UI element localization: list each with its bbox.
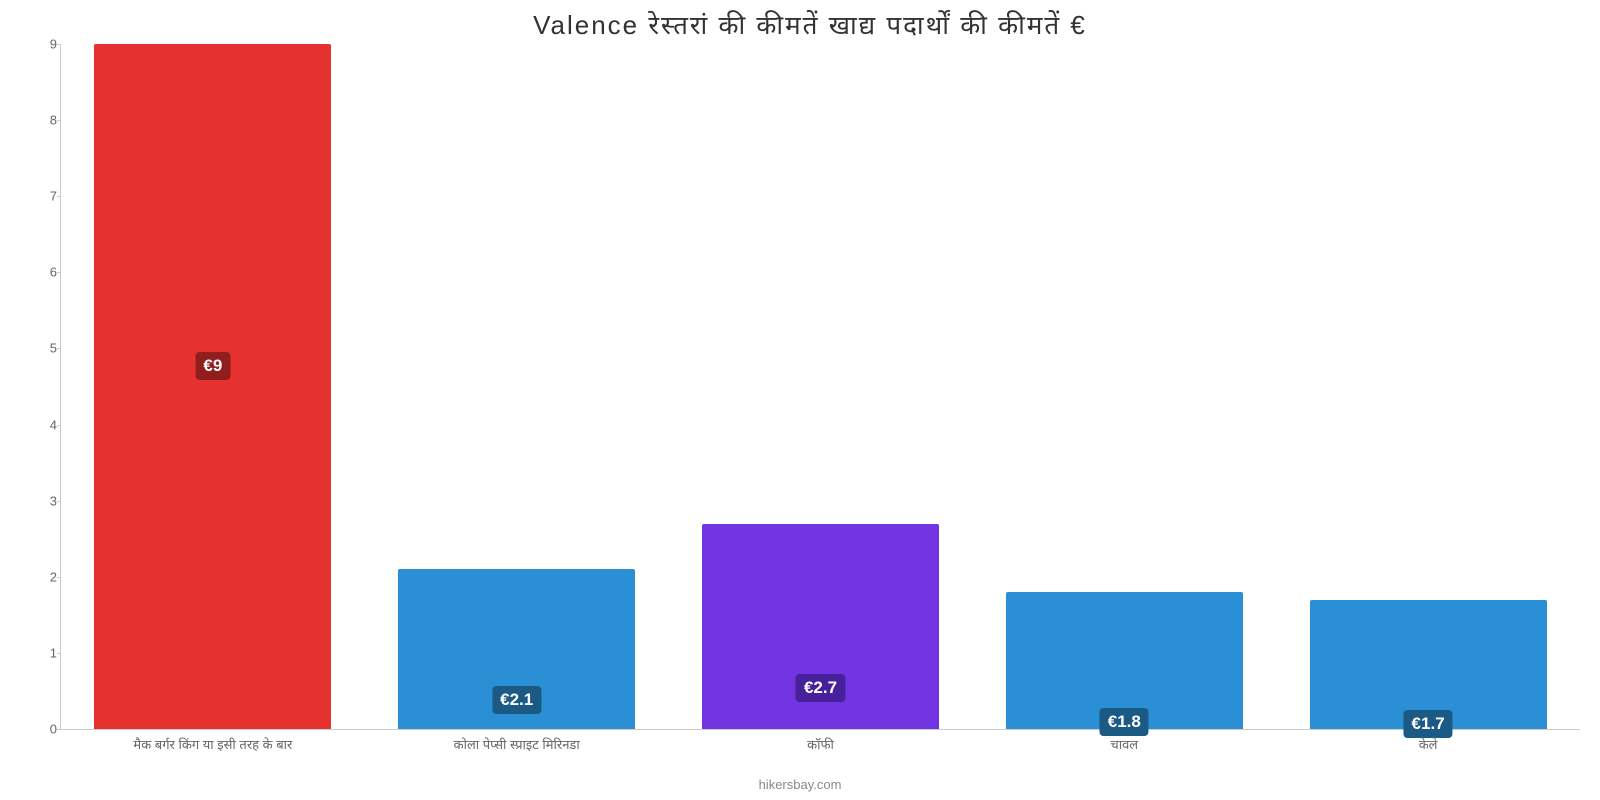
y-tick-label: 2 [41, 569, 57, 584]
y-tick-label: 4 [41, 417, 57, 432]
bar-value-label: €9 [195, 352, 230, 380]
bar-value-label: €1.8 [1100, 708, 1149, 736]
bar-group: €2.7 [702, 524, 939, 730]
y-tick-mark [57, 577, 61, 578]
x-axis-label: कॉफी [807, 735, 834, 753]
bar-group: €9 [94, 44, 331, 729]
bar-group: €1.7 [1310, 600, 1547, 729]
x-axis-label: केले [1419, 735, 1438, 753]
y-tick-label: 0 [41, 722, 57, 737]
bar: €1.7 [1310, 600, 1547, 729]
bar-value-label: €1.7 [1404, 710, 1453, 738]
y-tick-mark [57, 196, 61, 197]
y-tick-mark [57, 348, 61, 349]
x-axis-label: चावल [1110, 735, 1138, 753]
y-tick-label: 6 [41, 265, 57, 280]
y-tick-mark [57, 425, 61, 426]
chart-title: Valence रेस्तरां की कीमतें खाद्य पदार्थो… [40, 0, 1580, 50]
bar-value-label: €2.1 [492, 686, 541, 714]
y-tick-mark [57, 653, 61, 654]
bar-group: €1.8 [1006, 592, 1243, 729]
y-tick-label: 8 [41, 113, 57, 128]
bar: €1.8 [1006, 592, 1243, 729]
chart-container: Valence रेस्तरां की कीमतें खाद्य पदार्थो… [40, 0, 1580, 770]
y-tick-label: 7 [41, 189, 57, 204]
y-tick-mark [57, 44, 61, 45]
attribution-text: hikersbay.com [0, 777, 1600, 792]
y-tick-label: 1 [41, 645, 57, 660]
y-tick-mark [57, 120, 61, 121]
bar: €9 [94, 44, 331, 729]
x-axis-label: कोला पेप्सी स्प्राइट मिरिनडा [454, 735, 580, 753]
y-tick-label: 9 [41, 37, 57, 52]
bar: €2.7 [702, 524, 939, 730]
plot-area: 0123456789€9मैक बर्गर किंग या इसी तरह के… [60, 44, 1580, 730]
y-tick-mark [57, 272, 61, 273]
y-tick-label: 3 [41, 493, 57, 508]
y-tick-mark [57, 729, 61, 730]
y-tick-mark [57, 501, 61, 502]
y-tick-label: 5 [41, 341, 57, 356]
x-axis-label: मैक बर्गर किंग या इसी तरह के बार [133, 735, 292, 753]
bar-value-label: €2.7 [796, 674, 845, 702]
bar-group: €2.1 [398, 569, 635, 729]
bar: €2.1 [398, 569, 635, 729]
